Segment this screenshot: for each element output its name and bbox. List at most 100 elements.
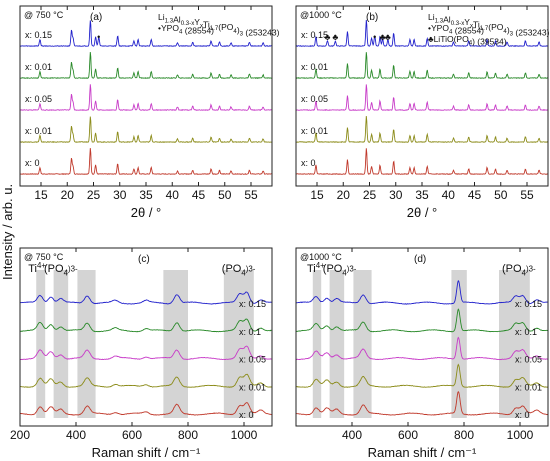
x-tick-label: 15 xyxy=(310,188,324,202)
series-line xyxy=(295,19,549,48)
x-tick-label: 15 xyxy=(34,188,48,202)
plot-frame xyxy=(19,247,273,427)
x-tick-label: 600 xyxy=(398,428,418,442)
series-label: x: 0.15 xyxy=(515,299,542,309)
x-tick-label: 800 xyxy=(454,428,474,442)
series-label: x: 0.1 xyxy=(515,327,537,337)
series-line xyxy=(19,116,273,144)
x-axis-label: 2θ / ° xyxy=(131,205,162,220)
series-line xyxy=(295,308,549,333)
shaded-band xyxy=(499,270,530,418)
shaded-band xyxy=(77,270,96,418)
series-line xyxy=(19,84,273,112)
x-tick-label: 25 xyxy=(363,188,377,202)
x-tick-label: 55 xyxy=(520,188,534,202)
panel-label: (d) xyxy=(414,254,426,265)
x-tick-label: 45 xyxy=(468,188,482,202)
series-line xyxy=(19,402,273,416)
series-line xyxy=(295,279,549,305)
series-label: x: 0.05 xyxy=(239,355,266,365)
series-label: x: 0.01 xyxy=(301,126,328,136)
x-tick-label: 400 xyxy=(66,428,86,442)
series-label: x: 0 xyxy=(515,410,530,420)
series-label: x: 0 xyxy=(239,410,254,420)
temperature-label: @1000 °C xyxy=(300,10,342,20)
series-label: x: 0.01 xyxy=(25,126,52,136)
panels: x: 0 x: 0.01 x: 0.05 x: 0.01 x: 0.15 • 15 20 25 3… xyxy=(10,5,550,460)
x-tick-label: 1000 xyxy=(507,428,534,442)
x-axis-label: Raman shift / cm⁻¹ xyxy=(368,445,477,460)
shaded-band xyxy=(36,270,46,418)
series-label: x: 0.05 xyxy=(301,94,328,104)
x-tick-label: 40 xyxy=(442,188,456,202)
shaded-band xyxy=(312,270,322,418)
band-label: (PO4)3- xyxy=(323,263,357,277)
x-axis-label: Raman shift / cm⁻¹ xyxy=(92,445,201,460)
x-tick-label: 20 xyxy=(337,188,351,202)
shaded-band xyxy=(53,270,69,418)
temperature-label: @ 750 °C xyxy=(24,10,64,20)
series-line xyxy=(19,373,273,388)
shaded-band xyxy=(163,270,188,418)
legend-entry: •YPO4 (28554) xyxy=(158,23,214,36)
x-tick-label: 1000 xyxy=(231,428,258,442)
shaded-band xyxy=(223,270,254,418)
peak-marker: ♣ xyxy=(332,32,338,42)
legend-entry: ♣LiTiO(PO4) (39534) xyxy=(428,34,507,47)
series-line xyxy=(19,291,273,305)
series-line xyxy=(19,51,273,80)
x-tick-label: 45 xyxy=(192,188,206,202)
panel-b: x: 0x: 0.01x: 0.05x: 0.01x: 0.15♣ ♣ • ♣ ♣15 2… xyxy=(295,5,550,220)
peak-marker: ♣ xyxy=(385,32,391,42)
x-tick-label: 35 xyxy=(139,188,153,202)
panel-label: (b) xyxy=(366,12,378,23)
panel-label: (a) xyxy=(90,12,102,23)
band-label: Ti4+ xyxy=(28,261,46,275)
x-tick-label: 50 xyxy=(494,188,508,202)
x-tick-label: 20 xyxy=(61,188,75,202)
series-label: x: 0.15 xyxy=(301,30,328,40)
shaded-band xyxy=(329,270,345,418)
series-label: x: 0.01 xyxy=(25,62,52,72)
x-tick-label: 40 xyxy=(166,188,180,202)
x-tick-label: 30 xyxy=(389,188,403,202)
y-axis-label: Intensity / arb. u. xyxy=(0,184,15,280)
series-label: x: 0.15 xyxy=(25,30,52,40)
x-tick-label: 50 xyxy=(218,188,232,202)
panel-a: x: 0 x: 0.01 x: 0.05 x: 0.01 x: 0.15 • 15 20 25 3… xyxy=(19,5,280,220)
series-line xyxy=(19,318,273,333)
series-line xyxy=(20,148,272,176)
series-line xyxy=(295,84,549,112)
shaded-band xyxy=(353,270,372,418)
x-tick-label: 35 xyxy=(415,188,429,202)
series-line xyxy=(19,345,272,361)
x-tick-label: 800 xyxy=(178,428,198,442)
x-tick-label: 55 xyxy=(244,188,258,202)
temperature-label: @ 750 °C xyxy=(24,252,64,262)
band-label: (PO4)3- xyxy=(44,263,78,277)
series-label: x: 0.05 xyxy=(25,94,52,104)
peak-marker: • xyxy=(373,32,376,42)
legend-entry: Li1.3Al0.3-xYxTi1.7(PO4)3 (253243) xyxy=(158,12,280,37)
legend-entry: •YPO4 (28554) xyxy=(428,23,484,36)
series-label: x: 0.05 xyxy=(515,355,542,365)
band-label: (PO4)3- xyxy=(222,263,256,277)
x-tick-label: 200 xyxy=(10,428,30,442)
x-tick-label: 600 xyxy=(122,428,142,442)
series-line xyxy=(295,115,548,144)
x-tick-label: 400 xyxy=(342,428,362,442)
peak-marker: ♣ xyxy=(325,32,331,42)
peak-marker: ♣ xyxy=(380,32,386,42)
series-label: x: 0 xyxy=(301,158,316,168)
panel-label: (c) xyxy=(138,254,150,265)
x-tick-label: 25 xyxy=(87,188,101,202)
panel-c: x: 0 x: 0.01 x: 0.05 x: 0.1 x: 0.15 200 400 600… xyxy=(10,247,273,460)
panel-d: x: 0 x: 0.01 x: 0.05 x: 0.1 x: 0.15 400 600 800… xyxy=(295,247,549,460)
temperature-label: @1000 °C xyxy=(300,252,342,262)
series-line xyxy=(295,148,549,175)
series-label: x: 0.15 xyxy=(239,299,266,309)
legend-entry: Li1.3Al0.3-xYxTi1.7(PO4)3 (253243) xyxy=(428,12,550,37)
plot-frame xyxy=(295,247,549,427)
series-label: x: 0.01 xyxy=(301,62,328,72)
